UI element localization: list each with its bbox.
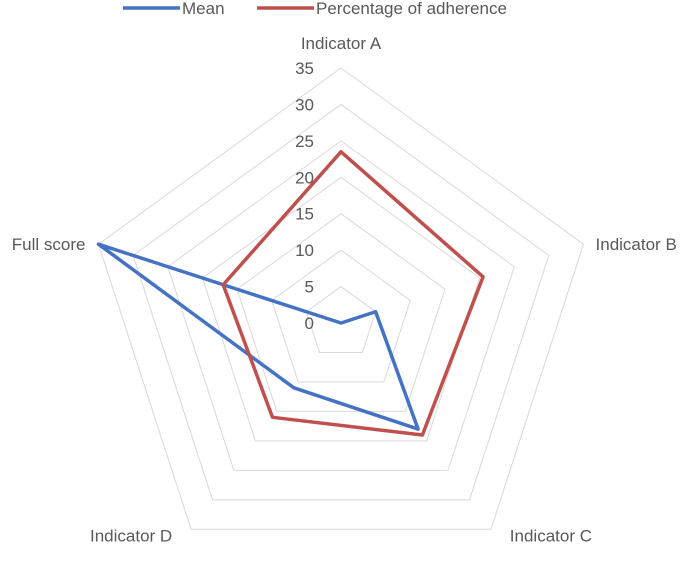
- tick-label-20: 20: [295, 168, 314, 187]
- grid-ring-25: [167, 140, 515, 471]
- grid: [97, 67, 585, 530]
- tick-label-10: 10: [295, 241, 314, 260]
- grid-ring-10: [271, 249, 411, 383]
- grid-ring-5: [305, 285, 377, 353]
- series-line-mean: [96, 242, 420, 431]
- grid-ring-30: [132, 103, 550, 501]
- category-label-full-score: Full score: [12, 235, 86, 254]
- category-label-indicator-c: Indicator C: [510, 526, 592, 545]
- tick-labels: 0 5 10 15 20 25 30 35: [295, 59, 314, 333]
- tick-label-30: 30: [295, 95, 314, 114]
- legend-label-adherence: Percentage of adherence: [316, 0, 507, 18]
- category-label-indicator-b: Indicator B: [596, 235, 677, 254]
- legend: Mean Percentage of adherence: [123, 0, 507, 18]
- tick-label-5: 5: [305, 278, 314, 297]
- series-layer: [96, 150, 485, 437]
- series-line-adherence: [221, 150, 485, 437]
- category-label-indicator-a: Indicator A: [301, 34, 382, 53]
- tick-label-25: 25: [295, 132, 314, 151]
- tick-label-15: 15: [295, 205, 314, 224]
- grid-ring-35: [97, 67, 585, 530]
- category-label-indicator-d: Indicator D: [90, 526, 172, 545]
- grid-ring-15: [236, 213, 446, 412]
- tick-label-35: 35: [295, 59, 314, 78]
- grid-ring-20: [201, 176, 481, 442]
- tick-label-0: 0: [305, 314, 314, 333]
- axis-labels: Indicator A Indicator B Indicator C Indicat…: [12, 34, 677, 545]
- legend-label-mean: Mean: [182, 0, 225, 18]
